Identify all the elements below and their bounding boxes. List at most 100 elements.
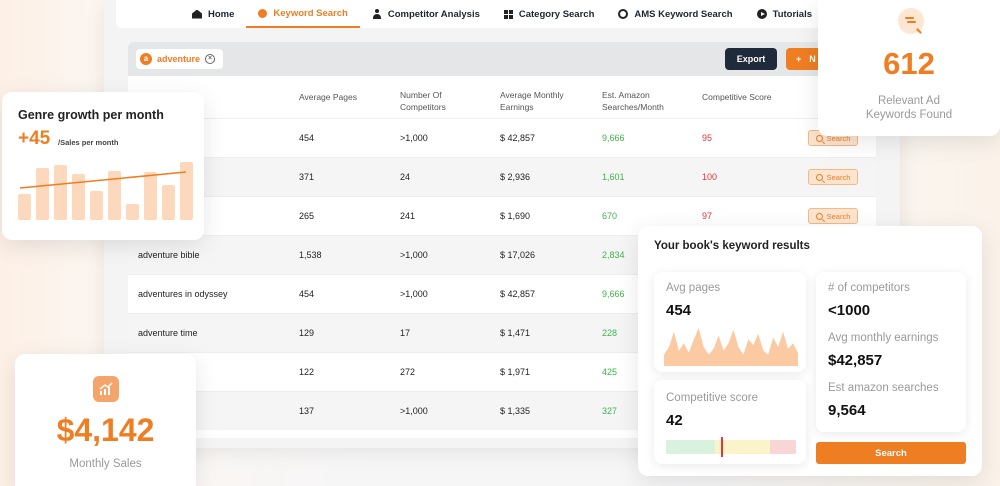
avg-pages-label: Avg pages (666, 282, 721, 294)
cell-earnings: $ 1,335 (500, 406, 531, 416)
ad-keywords-label-line1: Relevant Ad (877, 95, 940, 107)
searches-value: 9,564 (828, 402, 866, 419)
cell-earnings: $ 1,690 (500, 211, 531, 221)
search-icon (898, 8, 924, 34)
top-nav: Home Keyword Search Competitor Analysis … (116, 0, 888, 28)
col-average-pages[interactable]: Average Pages (299, 92, 357, 102)
filter-chip[interactable]: a adventure × (136, 49, 224, 69)
nav-category-search[interactable]: Category Search (492, 0, 607, 28)
cell-earnings: $ 42,857 (500, 133, 536, 143)
trend-up-icon (93, 376, 119, 402)
nav-keyword-search-label: Keyword Search (273, 7, 348, 19)
genre-bar (108, 171, 121, 220)
competitive-score-label: Competitive score (666, 392, 759, 404)
nav-competitor-analysis[interactable]: Competitor Analysis (360, 0, 492, 28)
earnings-value: $42,857 (828, 352, 883, 369)
keyword-results-panel: a adventure × Export + N Average Pages N… (128, 42, 876, 438)
cell-pages: 129 (299, 328, 315, 338)
row-search-label: Search (826, 172, 851, 182)
row-search-button[interactable]: Search (808, 169, 858, 185)
play-icon (756, 9, 767, 19)
cell-earnings: $ 17,026 (500, 250, 536, 260)
competitors-label: # of competitors (828, 282, 910, 294)
cell-keyword: adventure bible (138, 250, 200, 260)
cell-competitors: 241 (400, 211, 416, 221)
table-row[interactable]: adventures in odyssey 454 >1,000 $ 42,857 9,… (128, 274, 876, 313)
genre-bar (180, 162, 193, 220)
ad-keywords-label-line2: Keywords Found (865, 109, 953, 121)
competitors-value: <1000 (828, 302, 871, 319)
home-icon (191, 9, 202, 19)
col-average-monthly-earnings[interactable]: Average Monthly Earnings (500, 90, 564, 112)
keyword-metrics-card: # of competitors <1000 Avg monthly earni… (816, 272, 966, 432)
search-button[interactable]: Search (816, 442, 966, 464)
app-window: Home Keyword Search Competitor Analysis … (104, 0, 900, 448)
genre-bar (90, 191, 103, 220)
cell-searches: 327 (602, 406, 618, 416)
genre-growth-value: +45 (18, 128, 51, 149)
col-competitive-score[interactable]: Competitive Score (702, 92, 772, 102)
earnings-label: Avg monthly earnings (828, 332, 939, 344)
nav-ams-keyword-search-label: AMS Keyword Search (634, 8, 733, 20)
genre-bar (126, 204, 139, 220)
person-icon (372, 9, 382, 19)
ams-icon (618, 9, 629, 19)
avg-pages-card: Avg pages 454 (654, 272, 806, 372)
cell-competitors: 17 (400, 328, 411, 338)
genre-trend-line (19, 171, 187, 189)
monthly-sales-label: Monthly Sales (69, 458, 142, 470)
cell-earnings: $ 42,857 (500, 289, 536, 299)
export-button[interactable]: Export (725, 48, 777, 70)
filter-chip-label: adventure (157, 54, 201, 64)
nav-competitor-analysis-label: Competitor Analysis (387, 8, 480, 20)
ad-keywords-count: 612 (883, 46, 935, 81)
row-search-button[interactable]: Search (808, 208, 858, 224)
cell-pages: 454 (299, 289, 315, 299)
searches-label: Est amazon searches (828, 382, 939, 394)
cell-competitors: >1,000 (400, 289, 428, 299)
genre-bar (54, 165, 67, 220)
cell-competitors: 272 (400, 367, 416, 377)
monthly-sales-card: $4,142 Monthly Sales (15, 354, 196, 486)
cell-searches: 670 (602, 211, 618, 221)
cell-pages: 1,538 (299, 250, 322, 260)
close-icon[interactable]: × (205, 54, 216, 64)
ad-keywords-label: Relevant Ad Keywords Found (818, 94, 1000, 122)
avg-pages-value: 454 (666, 302, 692, 319)
table-row[interactable]: 454 >1,000 $ 42,857 9,666 95 Search (128, 118, 876, 157)
cell-keyword: adventure time (138, 328, 198, 338)
cell-earnings: $ 2,936 (500, 172, 531, 182)
nav-tutorials[interactable]: Tutorials (745, 0, 824, 28)
cell-searches: 9,666 (602, 289, 625, 299)
genre-growth-chart (18, 162, 193, 220)
keyword-results-title: Your book's keyword results (654, 240, 810, 252)
ad-keywords-card: 612 Relevant Ad Keywords Found (818, 0, 1000, 136)
search-icon (815, 212, 823, 220)
genre-growth-card: Genre growth per month +45 /Sales per mo… (2, 92, 204, 240)
cell-score: 95 (702, 133, 713, 143)
row-search-label: Search (826, 211, 851, 221)
competitive-score-card: Competitive score 42 (654, 380, 806, 464)
cell-pages: 454 (299, 133, 315, 143)
competitive-score-value: 42 (666, 412, 683, 429)
genre-growth-title: Genre growth per month (18, 108, 164, 122)
cell-competitors: 24 (400, 172, 411, 182)
nav-home-label: Home (207, 8, 235, 20)
cell-earnings: $ 1,971 (500, 367, 531, 377)
new-button-label: N (809, 54, 816, 64)
competitive-score-bar (666, 440, 796, 454)
nav-ams-keyword-search[interactable]: AMS Keyword Search (606, 0, 744, 28)
nav-home[interactable]: Home (180, 0, 246, 28)
cell-pages: 265 (299, 211, 315, 221)
col-est-amazon-searches[interactable]: Est. Amazon Searches/Month (602, 90, 664, 112)
col-number-of-competitors[interactable]: Number Of Competitors (400, 90, 446, 112)
nav-keyword-search[interactable]: Keyword Search (246, 0, 360, 28)
row-search-label: Search (826, 133, 851, 143)
sparkline-area (664, 328, 798, 366)
score-bar-yellow (715, 440, 770, 454)
cell-searches: 2,834 (602, 250, 625, 260)
genre-bar (18, 194, 31, 220)
monthly-sales-value: $4,142 (56, 412, 155, 448)
